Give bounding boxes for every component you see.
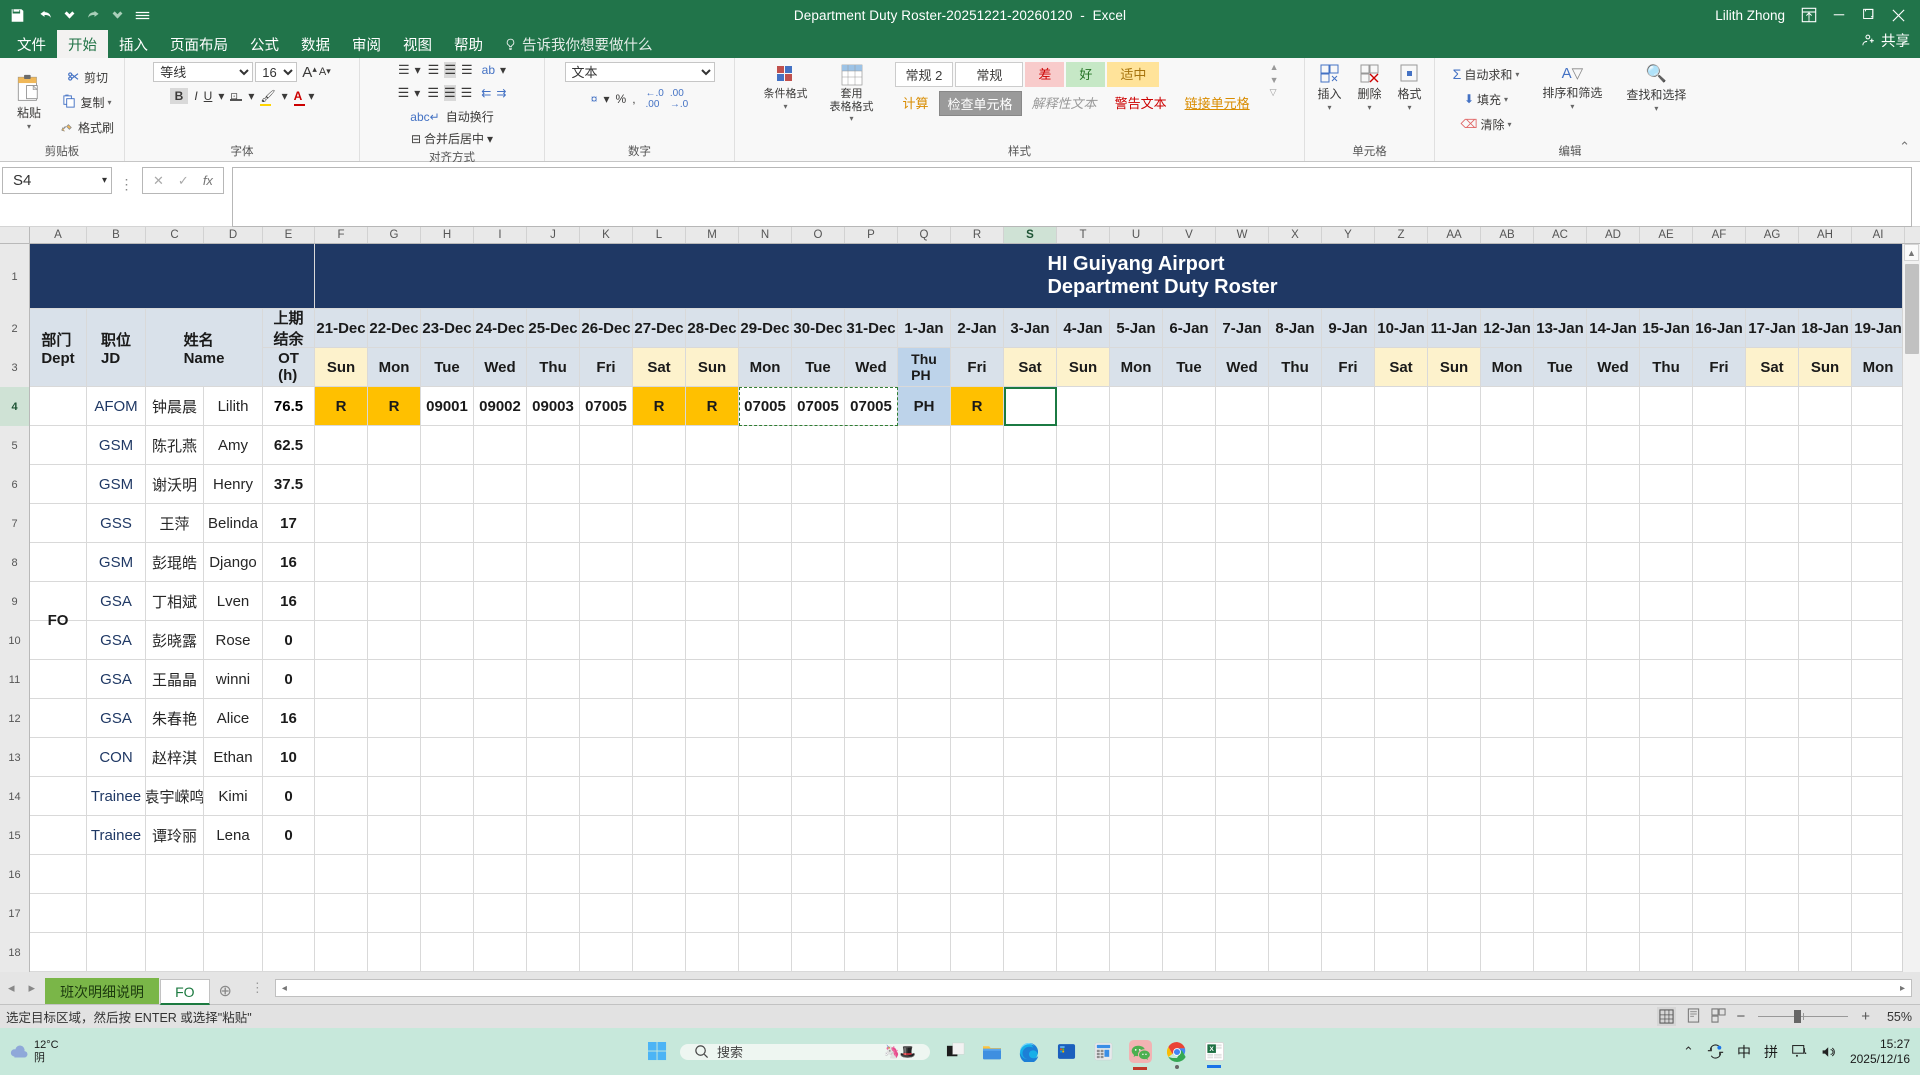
svg-text:X: X [1209,1046,1214,1053]
